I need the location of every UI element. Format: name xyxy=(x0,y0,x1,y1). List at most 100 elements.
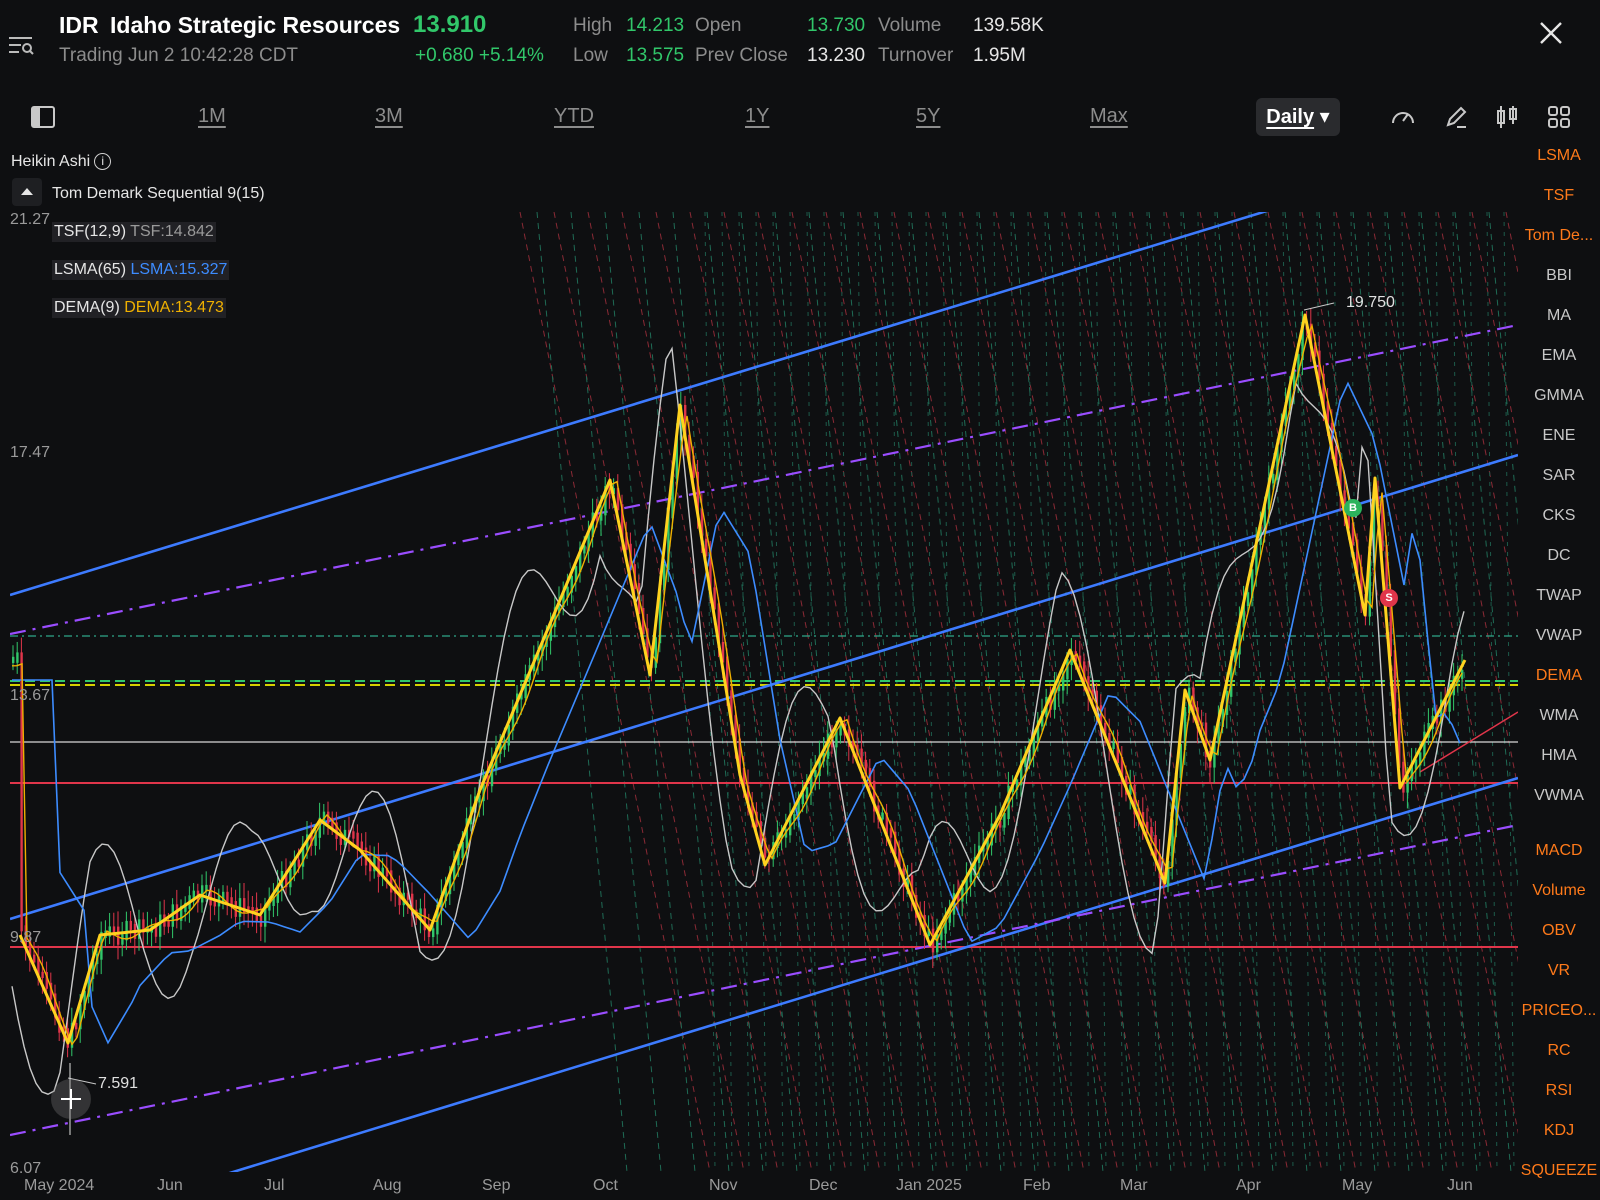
overlay-item[interactable]: WMA xyxy=(1539,707,1579,724)
trading-status: Trading Jun 2 10:42:28 CDT xyxy=(59,45,299,66)
overlay-item[interactable]: VWMA xyxy=(1534,787,1584,804)
lsma-legend-value: LSMA:15.327 xyxy=(130,261,228,278)
subchart-item[interactable]: KDJ xyxy=(1543,1122,1575,1139)
collapse-legend-button[interactable] xyxy=(12,178,42,206)
dema-legend-value: DEMA:13.473 xyxy=(124,299,224,316)
sequential-legend: Tom Demark Sequential 9(15) xyxy=(52,185,265,202)
overlay-item[interactable]: CKS xyxy=(1542,507,1576,524)
x-tick: Mar xyxy=(1120,1177,1148,1194)
dema-legend-name: DEMA(9) xyxy=(54,299,120,316)
tsf-line xyxy=(11,346,1465,1095)
overlay-item[interactable]: GMMA xyxy=(1534,387,1584,404)
layout-toggle-icon[interactable] xyxy=(30,104,56,130)
high-value: 14.213 xyxy=(626,15,685,36)
y-tick: 6.07 xyxy=(10,1160,42,1177)
subchart-item[interactable]: OBV xyxy=(1542,922,1576,939)
high-price-label: 19.750 xyxy=(1346,294,1395,311)
overlay-item[interactable]: ENE xyxy=(1542,427,1576,444)
x-tick: Apr xyxy=(1236,1177,1261,1194)
overlay-item[interactable]: SAR xyxy=(1542,467,1576,484)
last-price: 13.910 xyxy=(413,11,487,38)
overlay-item[interactable]: HMA xyxy=(1541,747,1577,764)
period-5y[interactable]: 5Y xyxy=(916,105,941,127)
chart-type-legend: Heikin Ashi i xyxy=(11,153,112,171)
tsf-legend-name: TSF(12,9) xyxy=(54,223,127,240)
volume-value: 139.58K xyxy=(973,15,1044,36)
overlay-item[interactable]: BBI xyxy=(1546,267,1572,284)
quote-header: IDR Idaho Strategic Resources 13.910 Tra… xyxy=(0,0,1600,80)
subchart-item[interactable]: VR xyxy=(1547,962,1571,979)
x-tick: May 2024 xyxy=(24,1177,95,1194)
x-tick: Jun xyxy=(1447,1177,1473,1194)
subchart-item[interactable]: PRICEO... xyxy=(1521,1002,1597,1019)
info-icon[interactable]: i xyxy=(94,153,112,171)
heikin-ashi-candles xyxy=(12,308,1464,1058)
lsma-line xyxy=(12,381,1461,1045)
price-chart[interactable]: 21.27 17.47 13.67 9.87 6.07 19.750 7.591… xyxy=(0,205,1520,1200)
x-tick: Oct xyxy=(593,1177,618,1194)
overlay-item[interactable]: MA xyxy=(1547,307,1571,324)
subchart-item[interactable]: MACD xyxy=(1535,842,1583,859)
tsf-legend[interactable]: TSF(12,9) TSF:14.842 xyxy=(52,222,216,242)
overlay-item[interactable]: TSF xyxy=(1543,187,1575,204)
volume-label: Volume xyxy=(878,15,942,36)
grid-icon[interactable] xyxy=(1546,104,1572,130)
speedometer-icon[interactable] xyxy=(1390,104,1416,130)
low-price-label: 7.591 xyxy=(98,1075,139,1092)
subchart-item[interactable]: RSI xyxy=(1545,1082,1573,1099)
y-tick: 17.47 xyxy=(10,444,51,461)
x-tick: Feb xyxy=(1023,1177,1051,1194)
crosshair-handle[interactable] xyxy=(51,1079,91,1119)
zigzag-line xyxy=(18,313,1467,1045)
period-1y[interactable]: 1Y xyxy=(745,105,770,127)
turnover-label: Turnover xyxy=(878,45,954,66)
open-label: Open xyxy=(695,15,742,36)
lsma-legend-name: LSMA(65) xyxy=(54,261,127,278)
overlay-item[interactable]: Tom De... xyxy=(1524,227,1594,244)
chart-toolbar: 1M 3M YTD 1Y 5Y Max Daily ▾ xyxy=(0,96,1600,140)
lsma-legend[interactable]: LSMA(65) LSMA:15.327 xyxy=(52,260,230,280)
subchart-item[interactable]: RC xyxy=(1547,1042,1571,1059)
overlay-item[interactable]: TWAP xyxy=(1536,587,1582,604)
dema-legend[interactable]: DEMA(9) DEMA:13.473 xyxy=(52,298,226,318)
x-tick: Jul xyxy=(264,1177,285,1194)
indicator-menu: LSMA TSF Tom De... BBI MA EMA GMMA ENE SAR CKS DC T… xyxy=(1518,140,1600,1200)
period-3m[interactable]: 3M xyxy=(375,105,403,127)
x-tick: Nov xyxy=(709,1177,738,1194)
y-tick: 21.27 xyxy=(10,211,51,228)
interval-dropdown[interactable]: Daily ▾ xyxy=(1256,98,1340,136)
menu-search-icon[interactable] xyxy=(8,34,34,56)
overlay-item[interactable]: DC xyxy=(1547,547,1571,564)
low-value: 13.575 xyxy=(626,45,685,66)
y-tick: 9.87 xyxy=(10,929,42,946)
overlay-item[interactable]: EMA xyxy=(1541,347,1577,364)
subchart-item[interactable]: Volume xyxy=(1532,882,1586,899)
subchart-item[interactable]: SQUEEZE xyxy=(1520,1162,1598,1179)
x-tick: Dec xyxy=(809,1177,838,1194)
channel-lower-line xyxy=(228,776,1518,1172)
overlay-item[interactable]: LSMA xyxy=(1537,147,1581,164)
x-tick: Jan 2025 xyxy=(896,1177,962,1194)
channel-upper-line xyxy=(10,212,1268,597)
overlay-item[interactable]: DEMA xyxy=(1535,667,1583,684)
tsf-legend-value: TSF:14.842 xyxy=(130,223,214,240)
pencil-icon[interactable] xyxy=(1443,104,1469,130)
open-value: 13.730 xyxy=(807,15,866,36)
buy-signal-badge[interactable]: B xyxy=(1344,499,1362,517)
overlay-item[interactable]: VWAP xyxy=(1535,627,1583,644)
x-tick: Jun xyxy=(157,1177,183,1194)
compare-icon[interactable] xyxy=(1494,104,1520,130)
sell-signal-badge[interactable]: S xyxy=(1380,589,1398,607)
period-1m[interactable]: 1M xyxy=(198,105,226,127)
prev-close-label: Prev Close xyxy=(695,45,788,66)
high-pointer xyxy=(1303,302,1335,311)
turnover-value: 1.95M xyxy=(973,45,1026,66)
period-ytd[interactable]: YTD xyxy=(554,105,594,127)
high-label: High xyxy=(573,15,613,36)
channel-mid-lower-line xyxy=(10,823,1518,1137)
company-name: Idaho Strategic Resources xyxy=(110,12,401,38)
chart-canvas[interactable] xyxy=(0,205,1520,1200)
period-max[interactable]: Max xyxy=(1090,105,1128,127)
close-icon[interactable] xyxy=(1538,20,1564,46)
price-change: +0.680 +5.14% xyxy=(415,45,544,66)
